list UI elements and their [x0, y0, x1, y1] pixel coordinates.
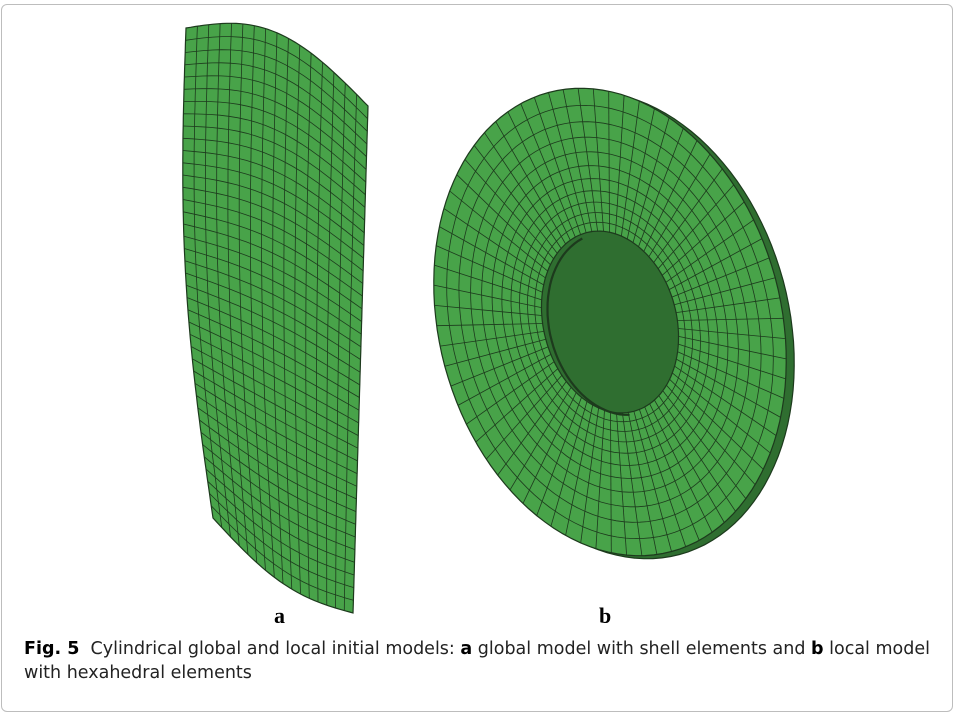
caption-label-b: b — [811, 639, 824, 659]
solid-ring-mesh-model-b — [433, 87, 795, 560]
shell-mesh-model-a — [182, 22, 369, 614]
caption-text-3: local model with hexahedral elements — [24, 639, 930, 683]
caption-text-2: global model with shell elements and — [472, 639, 812, 659]
figure-caption: Fig. 5 Cylindrical global and local init… — [24, 637, 939, 685]
figure-number: Fig. 5 — [24, 639, 80, 659]
panel-label-a: a — [274, 603, 285, 628]
figure-image — [182, 22, 795, 614]
panel-label-b: b — [599, 603, 612, 628]
caption-label-a: a — [460, 639, 473, 659]
figure-frame — [1, 4, 953, 712]
caption-text-1: Cylindrical global and local initial mod… — [90, 639, 461, 659]
